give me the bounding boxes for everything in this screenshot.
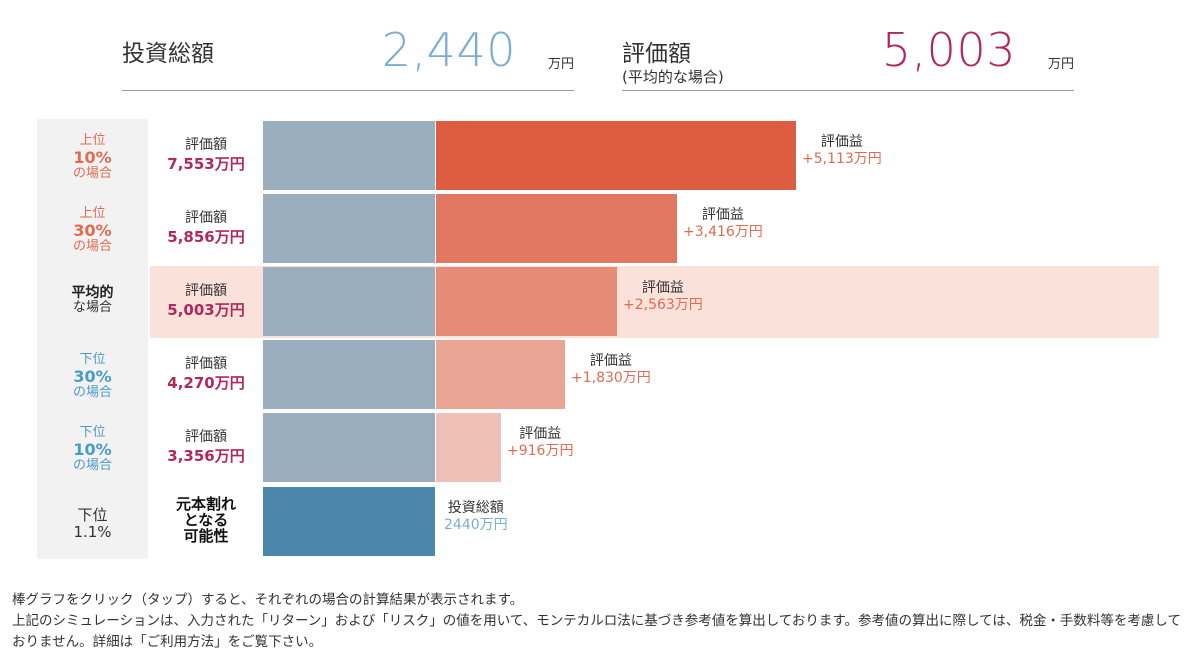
evaluation-label: 評価額 5,003万円: [150, 283, 262, 319]
invest-bar[interactable]: [263, 121, 435, 190]
scenario-label-top: 下位: [79, 425, 106, 440]
bar-amount: 2440万円: [444, 516, 508, 533]
evaluation-amount: 3,356万円: [167, 446, 245, 465]
scenario-label-column: [37, 119, 148, 559]
scenario-label: 下位 10% の場合: [37, 425, 148, 474]
evaluation-label: 評価額 4,270万円: [150, 356, 262, 392]
scenario-label-bottom: の場合: [72, 385, 112, 401]
bar-value-label: 評価益 +3,416万円: [683, 207, 763, 241]
evaluation-label: 評価額 3,356万円: [150, 429, 262, 465]
bar-caption: 投資総額: [447, 500, 504, 516]
invest-total-summary: 投資総額 2,440 万円: [122, 20, 574, 91]
bar-amount: +1,830万円: [571, 369, 651, 386]
bar-caption: 評価益: [820, 134, 863, 150]
loss-label-line3: 可能性: [183, 526, 229, 545]
evaluation-caption: 評価額: [185, 210, 227, 226]
evaluation-label: 評価額 5,856万円: [150, 210, 262, 246]
scenario-label-bottom: の場合: [72, 458, 112, 474]
scenario-label: 平均的 な場合: [37, 285, 148, 316]
gain-bar[interactable]: [436, 413, 501, 482]
bar-value-label: 評価益 +5,113万円: [802, 134, 882, 168]
bar-value-label: 評価益 +1,830万円: [571, 353, 651, 387]
evaluation-caption: 評価額: [185, 356, 227, 372]
evaluation-caption: 評価額: [185, 137, 227, 153]
note-click-hint: 棒グラフをクリック（タップ）すると、それぞれの場合の計算結果が表示されます。: [12, 592, 524, 608]
bar-amount: +3,416万円: [683, 223, 763, 240]
note-disclaimer: 上記のシミュレーションは、入力された「リターン」および「リスク」の値を用いて、モ…: [12, 613, 1181, 650]
notes: 棒グラフをクリック（タップ）すると、それぞれの場合の計算結果が表示されます。 上…: [12, 590, 1188, 653]
scenario-label-pct: 30%: [73, 220, 112, 240]
scenario-label-pct: 10%: [73, 147, 112, 167]
bar-caption: 評価益: [589, 353, 632, 369]
evaluation-amount: 5,856万円: [167, 227, 245, 246]
scenario-label: 上位 10% の場合: [37, 133, 148, 182]
gain-bar[interactable]: [436, 194, 677, 263]
valuation-sublabel: (平均的な場合): [622, 68, 724, 86]
valuation-unit: 万円: [1047, 57, 1074, 72]
invest-bar[interactable]: [263, 487, 435, 556]
scenario-label-top: 平均的: [71, 285, 114, 301]
bar-caption: 評価益: [641, 280, 684, 296]
scenario-label-pct: 30%: [73, 366, 112, 386]
evaluation-amount: 5,003万円: [167, 300, 245, 319]
valuation-value: 5,003: [881, 23, 1016, 77]
gain-bar[interactable]: [436, 267, 617, 336]
invest-bar[interactable]: [263, 413, 435, 482]
invest-total-label: 投資総額: [122, 41, 214, 67]
scenario-label-top: 上位: [79, 206, 106, 221]
evaluation-caption: 評価額: [185, 283, 227, 299]
scenario-label: 下位 30% の場合: [37, 352, 148, 401]
bar-amount: +5,113万円: [802, 150, 882, 167]
bar-value-label: 評価益 +2,563万円: [623, 280, 703, 314]
valuation-label: 評価額: [622, 41, 691, 67]
bar-amount: +2,563万円: [623, 296, 703, 313]
bar-value-label: 投資総額 2440万円: [444, 500, 508, 534]
bar-caption: 評価益: [519, 426, 562, 442]
scenario-label-pct: 10%: [73, 439, 112, 459]
bar-value-label: 評価益 +916万円: [507, 426, 573, 460]
loss-label-line1: 元本割れ: [175, 495, 236, 513]
scenario-label-bottom: の場合: [72, 166, 112, 182]
scenario-label-top: 下位: [79, 352, 106, 367]
scenario-label: 上位 30% の場合: [37, 206, 148, 255]
bar-caption: 評価益: [701, 207, 744, 223]
scenario-label-bottom: な場合: [72, 300, 112, 316]
invest-total-value: 2,440: [381, 23, 516, 77]
evaluation-label: 元本割れ となる 可能性: [150, 495, 262, 545]
gain-bar[interactable]: [436, 121, 796, 190]
invest-bar[interactable]: [263, 267, 435, 336]
invest-bar[interactable]: [263, 194, 435, 263]
gain-bar[interactable]: [436, 340, 565, 409]
bar-amount: +916万円: [507, 442, 574, 459]
valuation-summary: 評価額 (平均的な場合) 5,003 万円: [622, 20, 1074, 91]
evaluation-caption: 評価額: [185, 429, 227, 445]
scenario-label-bottom: の場合: [72, 239, 112, 255]
evaluation-label: 評価額 7,553万円: [150, 137, 262, 173]
scenario-label: 下位 1.1%: [37, 506, 148, 542]
evaluation-amount: 4,270万円: [167, 373, 245, 392]
scenario-label-top: 下位: [77, 506, 108, 524]
invest-total-unit: 万円: [547, 57, 574, 72]
scenario-label-pct: 1.1%: [73, 523, 112, 542]
loss-label-line2: となる: [183, 510, 229, 529]
evaluation-amount: 7,553万円: [167, 154, 245, 173]
invest-bar[interactable]: [263, 340, 435, 409]
scenario-label-top: 上位: [79, 133, 106, 148]
